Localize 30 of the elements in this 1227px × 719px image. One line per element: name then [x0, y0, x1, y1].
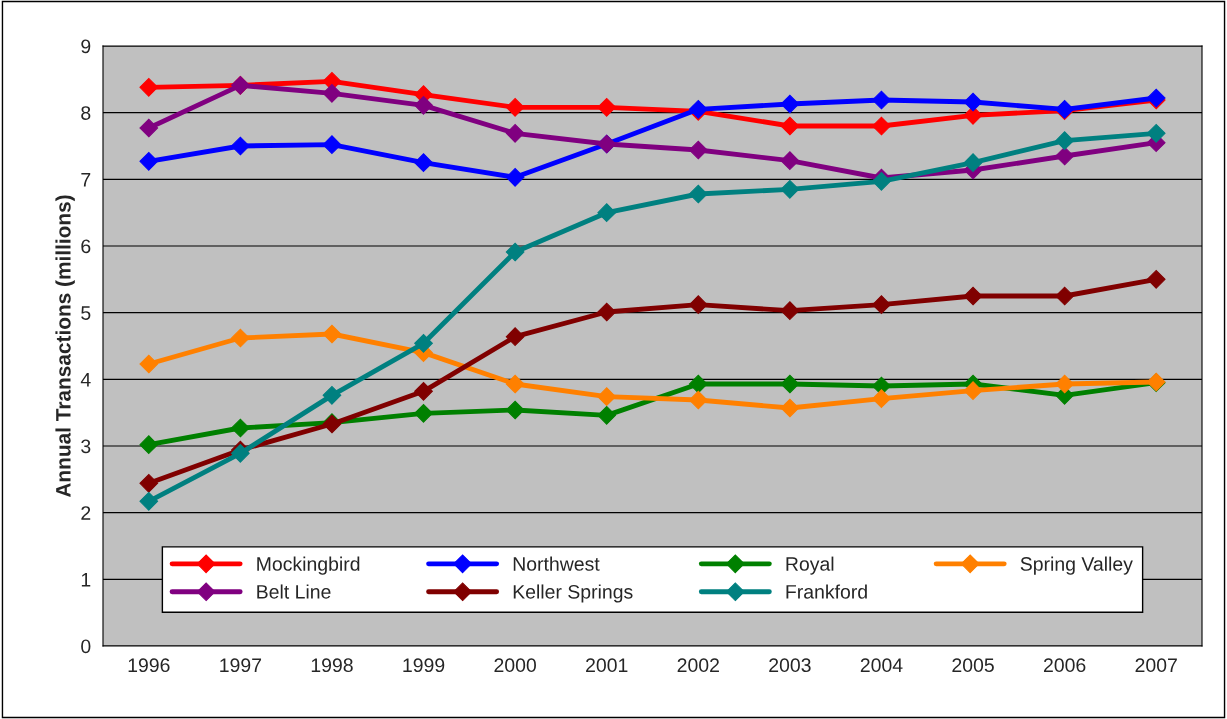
x-tick-label: 2000	[494, 658, 536, 673]
y-axis-title: Annual Transactions (millions)	[55, 195, 75, 498]
x-tick-label: 1998	[311, 658, 353, 673]
y-tick-label: 8	[81, 106, 91, 120]
y-tick-label: 4	[80, 373, 91, 387]
y-tick-label: 3	[81, 439, 91, 454]
y-tick-label: 0	[81, 639, 91, 654]
y-tick-label: 9	[81, 39, 91, 54]
x-tick-label: 2005	[952, 658, 994, 673]
y-tick-label: 2	[81, 506, 91, 520]
legend-label: Royal	[786, 556, 834, 575]
legend-label: Keller Springs	[513, 584, 633, 603]
legend-label: Belt Line	[257, 584, 331, 599]
y-tick-label: 7	[81, 173, 91, 187]
x-tick-label: 2002	[677, 658, 719, 673]
x-tick-label: 1996	[128, 658, 170, 673]
x-tick-label: 1999	[403, 658, 445, 673]
y-tick-label: 6	[81, 239, 91, 254]
legend-label: Frankford	[786, 584, 867, 599]
x-tick-label: 2004	[860, 658, 903, 673]
y-tick-label: 5	[81, 306, 91, 320]
x-tick-label: 2007	[1135, 658, 1177, 673]
x-tick-label: 2003	[769, 658, 811, 673]
legend-label: Northwest	[513, 556, 600, 571]
legend-label: Spring Valley	[1020, 556, 1133, 575]
x-tick-label: 1997	[220, 658, 262, 673]
y-tick-label: 1	[81, 573, 91, 587]
x-tick-label: 2006	[1043, 658, 1086, 673]
legend-label: Mockingbird	[257, 556, 360, 575]
x-tick-label: 2001	[586, 658, 628, 673]
